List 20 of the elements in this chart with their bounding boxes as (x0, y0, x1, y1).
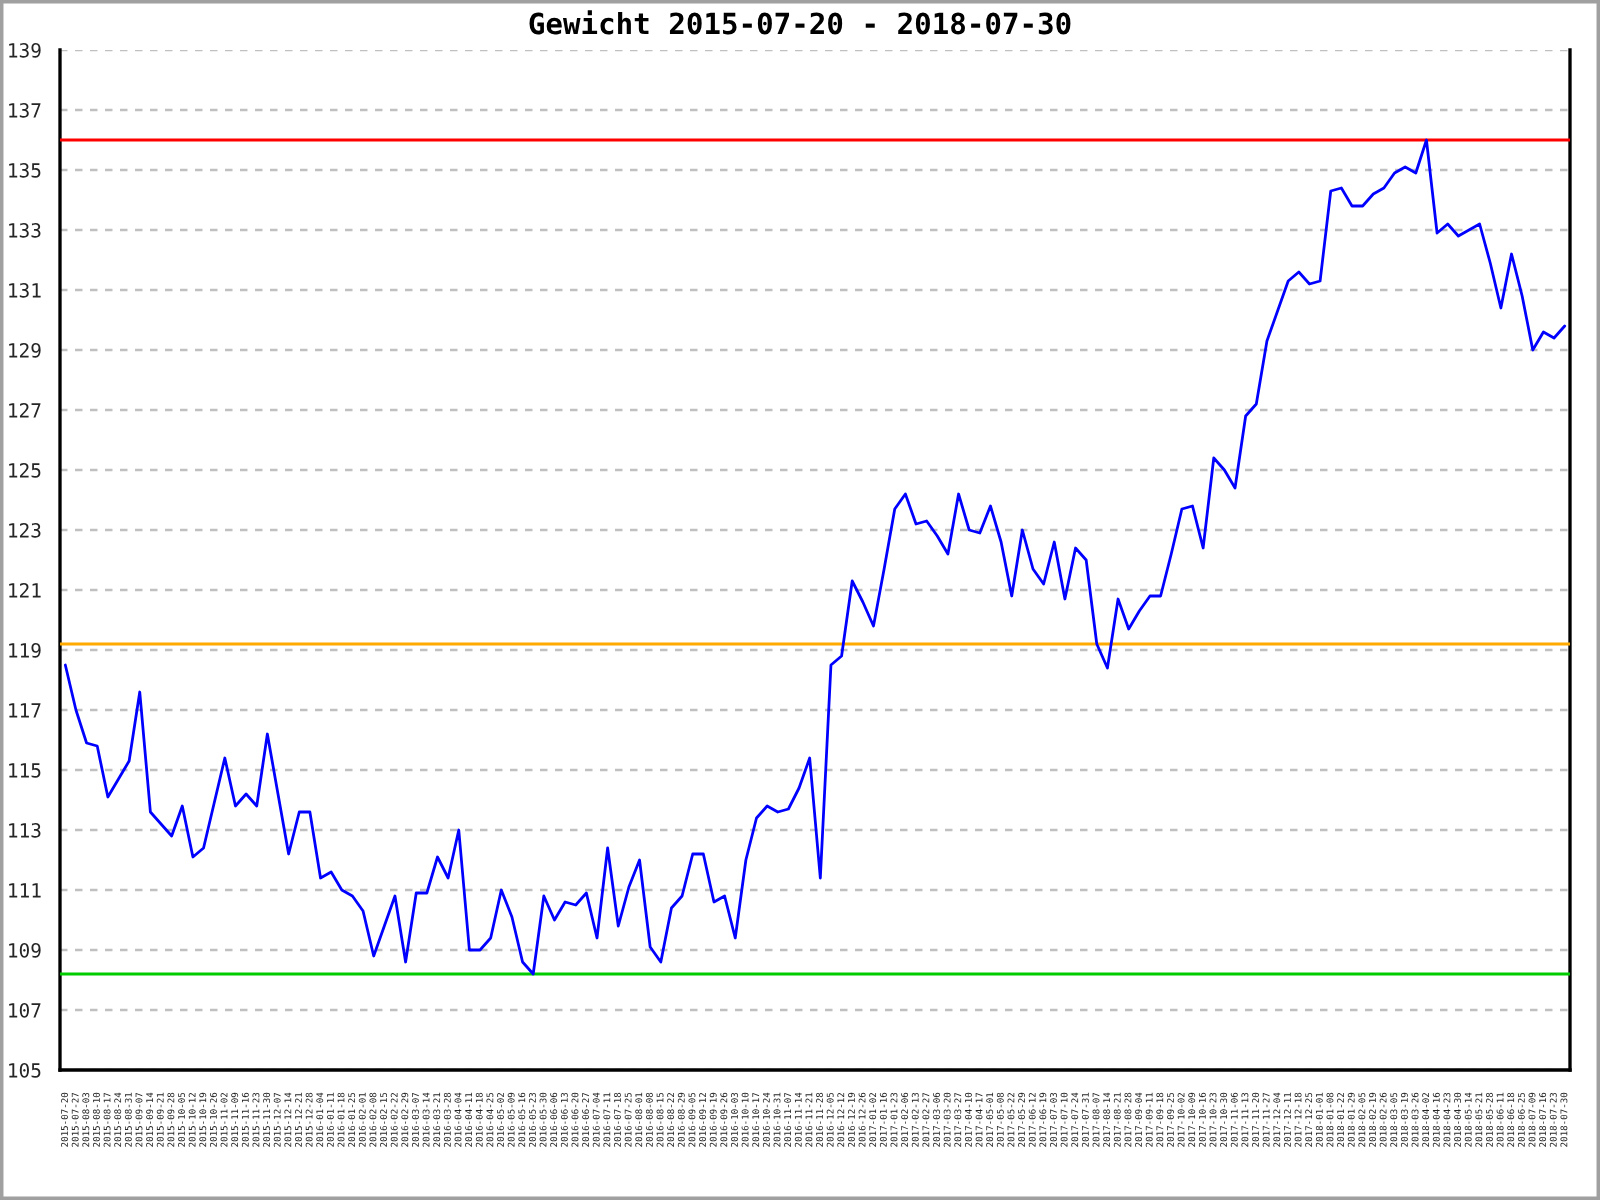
y-tick-label: 113 (9, 823, 41, 838)
y-tick-label: 127 (9, 403, 41, 418)
y-tick-label: 133 (9, 223, 41, 238)
y-tick-label: 111 (9, 883, 41, 898)
y-tick-label: 107 (9, 1003, 41, 1018)
y-tick-label: 129 (9, 343, 41, 358)
y-tick-label: 139 (9, 43, 41, 58)
y-tick-label: 119 (9, 643, 41, 658)
y-tick-label: 137 (9, 103, 41, 118)
y-tick-label: 125 (9, 463, 41, 478)
y-tick-label: 123 (9, 523, 41, 538)
y-tick-label: 109 (9, 943, 41, 958)
y-tick-label: 117 (9, 703, 41, 718)
y-tick-label: 115 (9, 763, 41, 778)
line-series (63, 138, 1567, 976)
y-tick-label: 135 (9, 163, 41, 178)
y-tick-label: 105 (9, 1063, 41, 1078)
chart-title: Gewicht 2015-07-20 - 2018-07-30 (529, 10, 1071, 35)
y-tick-label: 131 (9, 283, 41, 298)
y-tick-label: 121 (9, 583, 41, 598)
